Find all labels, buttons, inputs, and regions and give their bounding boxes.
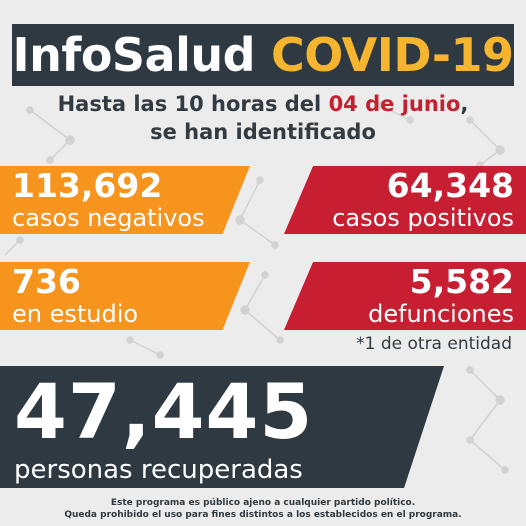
- negative-cases-label: casos negativos: [12, 204, 205, 232]
- positive-cases-panel: 64,348 casos positivos: [284, 166, 526, 234]
- negative-cases-panel: 113,692 casos negativos: [0, 166, 250, 234]
- title-covid: COVID-19: [271, 28, 514, 82]
- subtitle-line1: Hasta las 10 horas del 04 de junio,: [0, 90, 526, 118]
- in-study-label: en estudio: [12, 300, 139, 328]
- subtitle-date: 04 de junio: [328, 92, 461, 116]
- disclaimer-line1: Este programa es público ajeno a cualqui…: [110, 498, 416, 508]
- disclaimer-line2: Queda prohibido el uso para fines distin…: [64, 510, 462, 520]
- in-study-panel: 736 en estudio: [0, 262, 250, 330]
- disclaimer: Este programa es público ajeno a cualqui…: [0, 497, 526, 521]
- recovered-label: personas recuperadas: [14, 455, 303, 485]
- recovered-value: 47,445: [14, 367, 314, 456]
- title-infosalud: InfoSalud: [12, 28, 256, 82]
- header-band: [12, 24, 514, 86]
- positive-cases-label: casos positivos: [332, 204, 514, 232]
- subtitle-suffix: ,: [460, 92, 469, 116]
- deaths-panel: 5,582 defunciones: [284, 262, 526, 330]
- recovered-band: [0, 366, 444, 488]
- subtitle-line2: se han identificado: [150, 120, 376, 144]
- negative-cases-value: 113,692: [12, 166, 163, 205]
- positive-cases-value: 64,348: [386, 166, 514, 205]
- deaths-label: defunciones: [368, 300, 514, 328]
- deaths-value: 5,582: [409, 262, 514, 301]
- subtitle: Hasta las 10 horas del 04 de junio, se h…: [0, 90, 526, 146]
- deaths-footnote: *1 de otra entidad: [356, 334, 512, 354]
- page-title: InfoSalud COVID-19: [0, 24, 526, 86]
- in-study-value: 736: [12, 262, 81, 301]
- subtitle-prefix: Hasta las 10 horas del: [57, 92, 329, 116]
